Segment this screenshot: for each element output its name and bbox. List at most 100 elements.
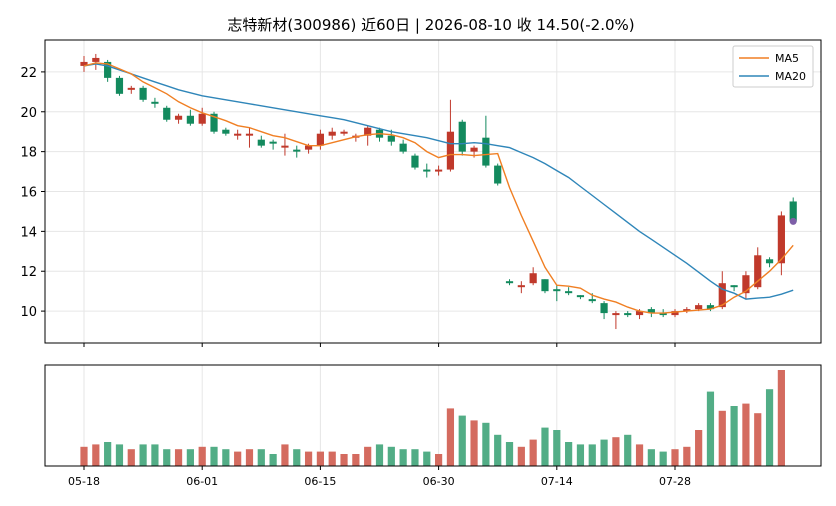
candle-body: [446, 131, 455, 170]
volume-bar: [683, 446, 691, 466]
volume-bar: [446, 408, 455, 466]
candle-body: [304, 145, 313, 150]
candle: [671, 309, 679, 318]
x-tick-label: 07-14: [541, 475, 573, 488]
candle-body: [115, 77, 124, 94]
volume-bar: [777, 370, 785, 466]
volume-bar: [505, 442, 514, 466]
volume-bar: [411, 449, 419, 466]
candle-body: [316, 133, 324, 146]
candle-body: [435, 169, 443, 172]
x-tick-label: 05-18: [68, 475, 100, 488]
candle-body: [529, 273, 537, 284]
candle-body: [612, 313, 620, 316]
candle: [718, 271, 726, 310]
candle-body: [482, 137, 490, 166]
candle: [328, 127, 336, 140]
candle: [92, 53, 100, 70]
candle-body: [553, 289, 561, 292]
candle: [553, 285, 561, 302]
volume-bar: [458, 415, 466, 466]
volume-bar: [364, 446, 372, 466]
candle: [316, 129, 324, 150]
candle-body: [198, 113, 206, 124]
volume-bar: [304, 451, 313, 466]
y-tick-label: 14: [20, 225, 37, 240]
y-tick-label: 12: [20, 265, 37, 280]
candle-body: [541, 279, 549, 292]
candle: [245, 127, 254, 148]
candle: [730, 285, 738, 292]
volume-bar: [588, 444, 596, 466]
candle-body: [399, 143, 407, 152]
candle: [742, 271, 750, 300]
y-tick-label: 18: [20, 146, 37, 161]
candle: [411, 153, 419, 170]
volume-bar: [470, 420, 478, 466]
candle: [269, 139, 277, 150]
candle-body: [151, 101, 159, 104]
volume-bar: [328, 451, 336, 466]
legend: MA5 MA20: [732, 45, 814, 88]
volume-bar: [80, 446, 88, 466]
candle-body: [163, 107, 171, 120]
x-tick-label: 06-15: [304, 475, 336, 488]
candle-body: [139, 87, 147, 100]
candle-body: [411, 155, 419, 168]
y-tick-label: 22: [20, 66, 37, 81]
candle: [210, 111, 218, 134]
candle-body: [777, 215, 785, 264]
candle: [174, 113, 183, 124]
volume-bar: [399, 449, 407, 466]
x-tick-label: 06-30: [423, 475, 455, 488]
volume-bar: [600, 439, 608, 466]
candle: [399, 139, 407, 154]
volume-bar: [245, 449, 254, 466]
candle-body: [80, 61, 88, 66]
candle-body: [494, 165, 502, 184]
candle: [777, 211, 785, 276]
candle: [576, 295, 585, 300]
candle: [505, 279, 514, 286]
candle: [198, 107, 206, 126]
candle: [435, 165, 443, 176]
x-axis: 05-18 06-01 06-15 06-30 07-14 07-28: [68, 343, 691, 488]
candle-body: [234, 133, 242, 136]
candle: [458, 119, 466, 156]
candle: [754, 247, 762, 290]
candle-body: [293, 149, 301, 152]
volume-bar: [375, 444, 384, 466]
volume-bars: [80, 370, 785, 466]
candle: [234, 129, 242, 140]
candle: [364, 125, 372, 146]
volume-bar: [139, 444, 147, 466]
volume-bar: [387, 446, 395, 466]
candle-body: [104, 61, 112, 78]
volume-bar: [293, 449, 301, 466]
volume-bar: [198, 446, 206, 466]
candle: [529, 267, 537, 286]
volume-bar: [529, 439, 537, 466]
candle-body: [671, 311, 679, 316]
candle-body: [565, 291, 573, 294]
candle-body: [695, 305, 703, 310]
volume-bar: [671, 449, 679, 466]
candle: [446, 99, 455, 172]
candle-body: [222, 129, 230, 134]
candle-body: [789, 201, 797, 222]
volume-bar: [742, 403, 750, 466]
volume-bar: [730, 406, 738, 466]
candle-body: [364, 127, 372, 136]
candle: [151, 97, 159, 108]
candle-body: [600, 303, 608, 314]
y-tick-label: 10: [20, 305, 37, 320]
volume-bar: [210, 446, 218, 466]
candle-body: [186, 115, 194, 124]
ma20-line: [83, 63, 794, 300]
candle-body: [340, 131, 348, 134]
volume-bar: [576, 444, 585, 466]
candle: [647, 307, 655, 318]
candle-body: [281, 145, 289, 148]
volume-bar: [92, 444, 100, 466]
